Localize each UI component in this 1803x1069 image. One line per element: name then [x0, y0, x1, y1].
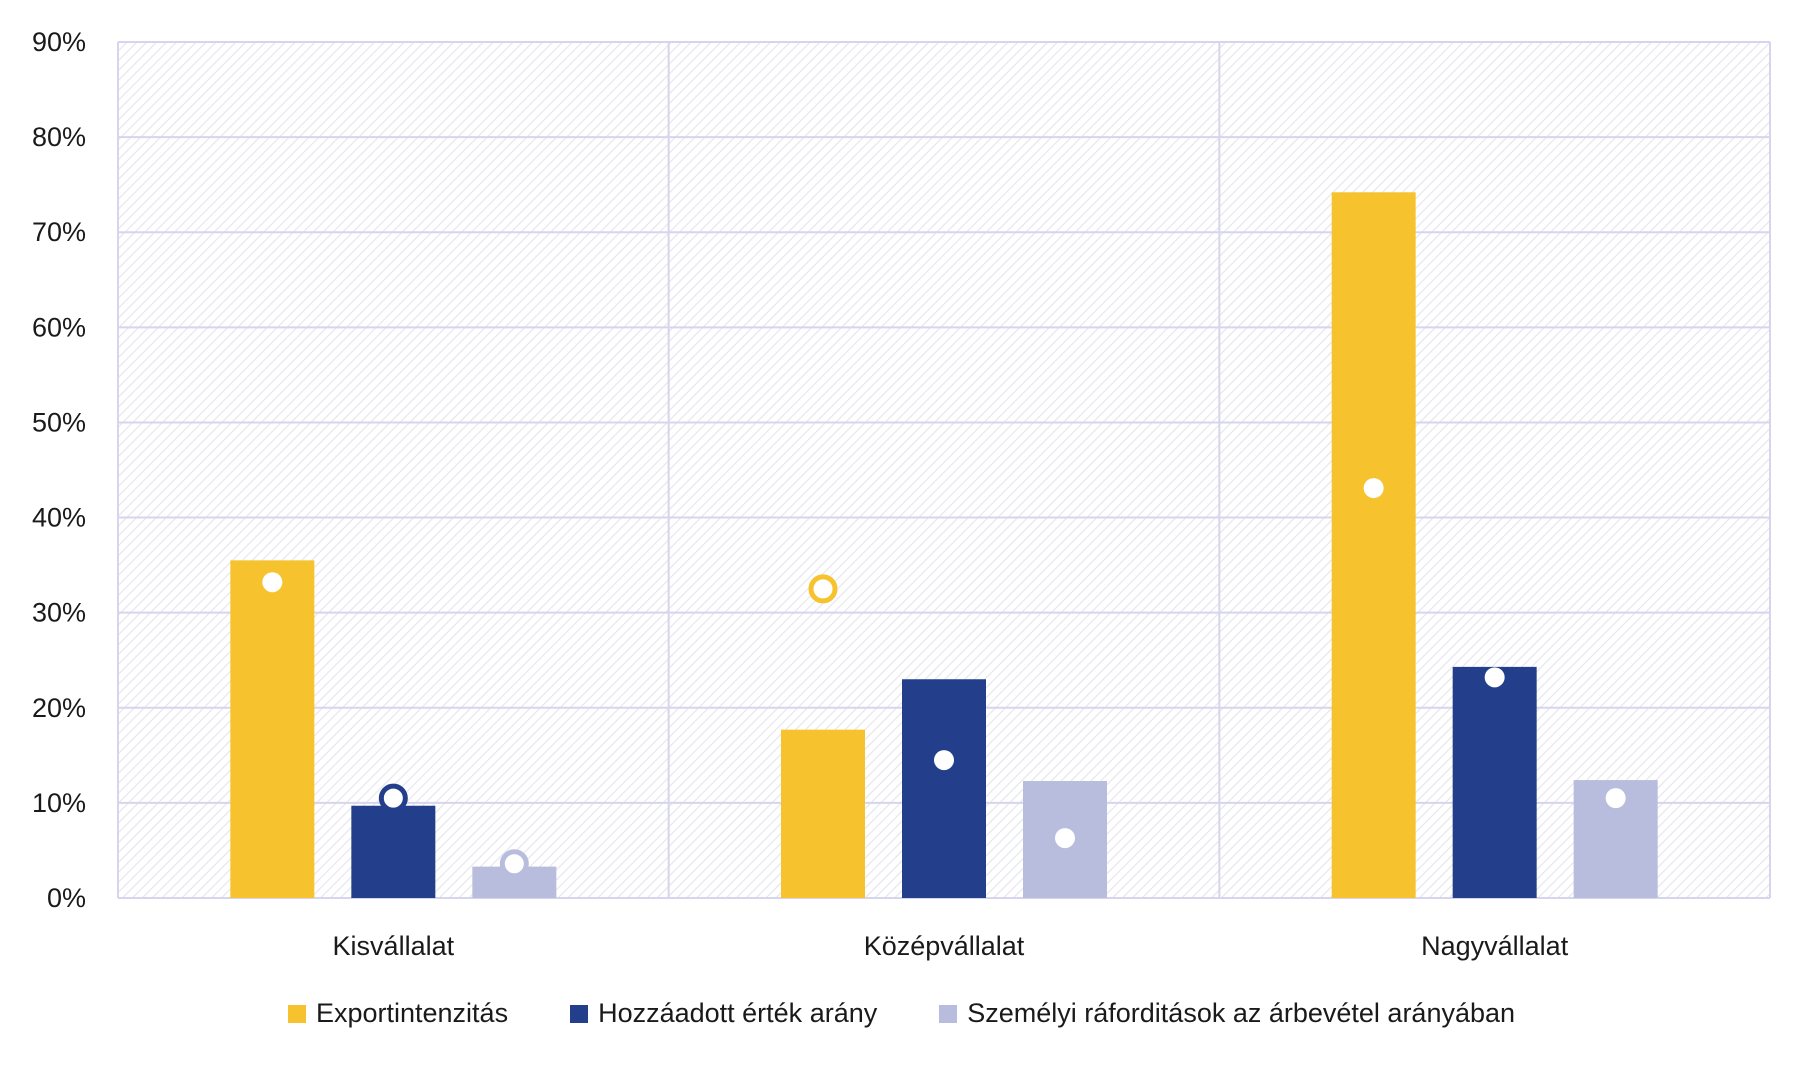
marker-1-3: [1363, 478, 1384, 499]
markers: [262, 478, 1626, 879]
marker-2-1: [378, 783, 408, 813]
marker-3-2: [1055, 828, 1075, 849]
legend-item: Exportintenzitás: [287, 998, 509, 1029]
bar-2-3: [1452, 666, 1537, 898]
marker-2-3: [1484, 667, 1505, 688]
marker-1-1: [262, 572, 283, 593]
y-tick-label: 90%: [32, 27, 86, 57]
y-tick-label: 10%: [32, 788, 86, 818]
y-tick-label: 40%: [32, 503, 86, 533]
y-tick-label: 50%: [32, 407, 86, 437]
y-tick-label: 70%: [32, 217, 86, 247]
bar-1-3: [1331, 192, 1416, 898]
y-tick-label: 20%: [32, 693, 86, 723]
x-category-label: Kisvállalat: [333, 931, 455, 961]
y-tick-label: 60%: [32, 312, 86, 342]
marker-3-3: [1605, 788, 1626, 809]
legend: Exportintenzitás Hozzáadott érték arány Sz…: [0, 998, 1803, 1029]
marker-1-2: [808, 574, 838, 604]
legend-label: Exportintenzitás: [315, 998, 509, 1028]
x-axis: Kisvállalat Középvállalat Nagyvállalat: [333, 931, 1569, 961]
legend-item: Hozzáadott érték arány: [570, 998, 877, 1029]
bar-1-2: [781, 729, 865, 898]
y-tick-label: 80%: [32, 122, 86, 152]
bar-2-1: [351, 805, 436, 898]
marker-2-2: [934, 750, 954, 771]
x-category-label: Nagyvállalat: [1421, 931, 1569, 961]
marker-3-1: [499, 849, 529, 879]
legend-label: Hozzáadott érték arány: [598, 998, 878, 1028]
bar-1-1: [230, 560, 315, 898]
y-tick-label: 0%: [47, 883, 86, 913]
legend-swatch: [939, 1004, 958, 1023]
legend-item: Személyi ráforditások az árbevétel arány…: [939, 998, 1515, 1029]
legend-label: Személyi ráforditások az árbevétel arány…: [967, 998, 1516, 1028]
bar-2-2: [902, 679, 986, 898]
legend-swatch: [570, 1004, 589, 1023]
bars: [230, 192, 1658, 898]
legend-swatch: [287, 1004, 306, 1023]
x-category-label: Középvállalat: [864, 931, 1025, 961]
y-tick-label: 30%: [32, 598, 86, 628]
y-axis: 0% 10% 20% 30% 40% 50% 60% 70% 80% 90%: [32, 27, 86, 913]
